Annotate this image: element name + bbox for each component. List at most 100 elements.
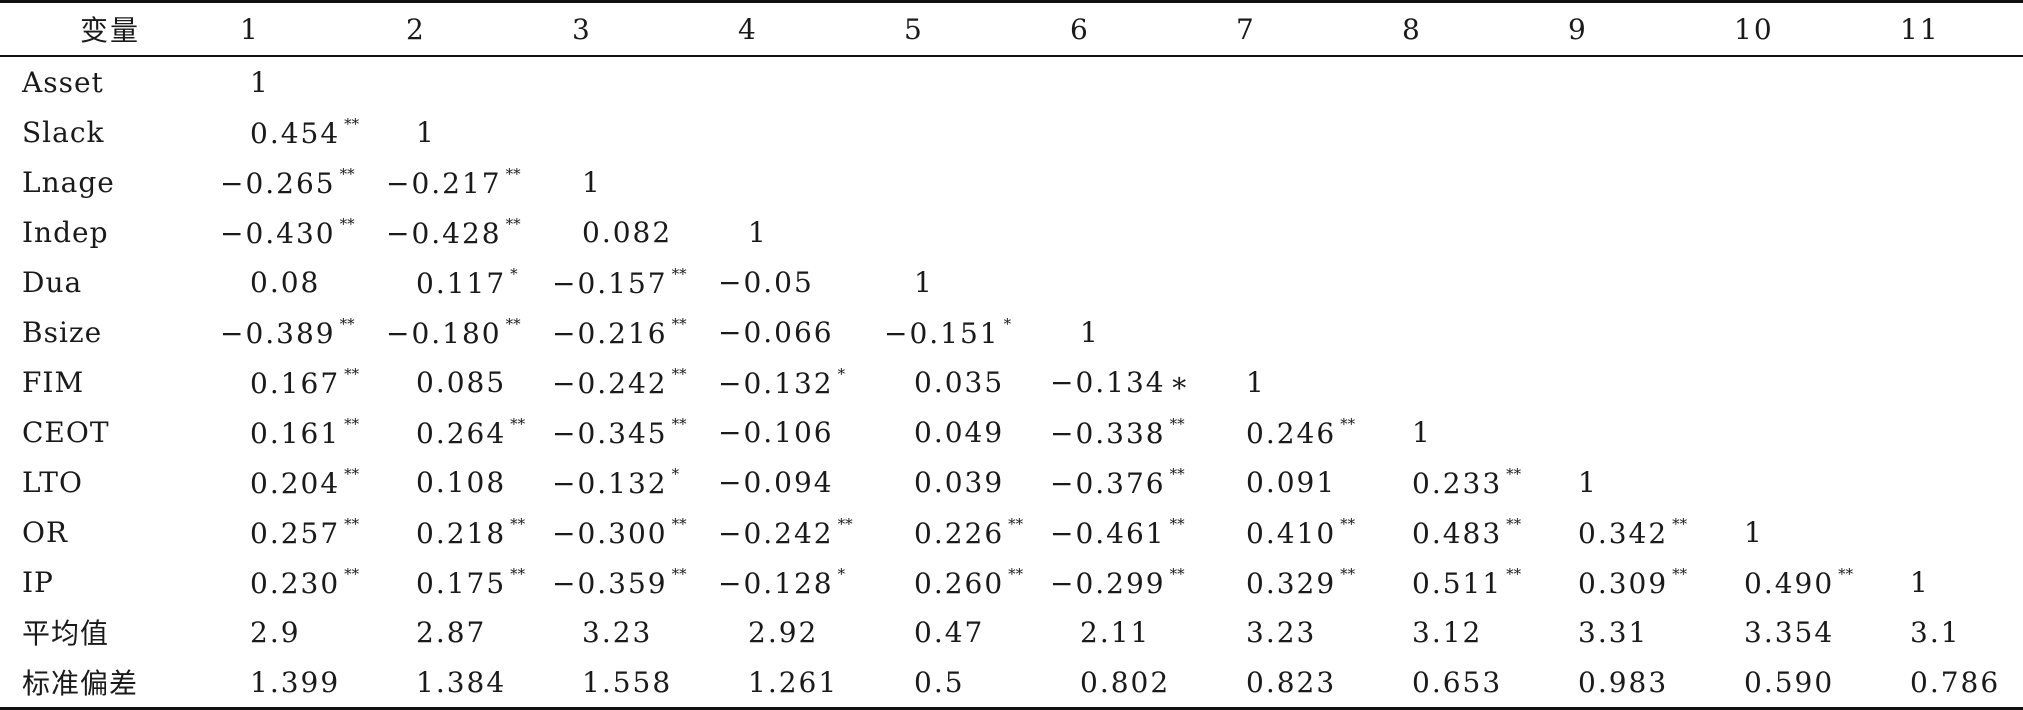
header-col-6: 6 [1070, 12, 1090, 46]
cell-value: 3.23 [1246, 615, 1317, 649]
header-col-8: 8 [1402, 12, 1422, 46]
table-cell: −0.242 ** [718, 507, 884, 557]
table-cell: 1 [1382, 407, 1548, 457]
significance-marker: ** [510, 414, 526, 433]
table-cell [1548, 357, 1714, 407]
table-cell [718, 157, 884, 207]
cell-value: 0.204 [250, 466, 341, 500]
table-cell: −0.338 ** [1050, 407, 1216, 457]
table-cell: 0.085 [386, 357, 552, 407]
cell-value: 0.246 [1246, 416, 1337, 450]
cell-value: −0.338 [1050, 416, 1166, 450]
table-cell: −0.106 [718, 407, 884, 457]
table-cell: −0.134 ∗ [1050, 357, 1216, 407]
cell-value: −0.300 [552, 516, 668, 550]
cell-value: −0.180 [386, 316, 502, 350]
cell-value: 0.091 [1246, 465, 1337, 499]
table-row: Bsize −0.389 ** −0.180 ** −0.216 ** −0.066 −0.15… [0, 307, 2023, 357]
table-cell: 0.167 ** [220, 357, 386, 407]
cell-value: −0.134 [1050, 365, 1166, 399]
table-cell: −0.132 * [552, 457, 718, 507]
cell-value: 1.558 [582, 665, 673, 699]
table-cell: −0.299 ** [1050, 557, 1216, 607]
significance-marker: ** [1506, 564, 1522, 583]
cell-value: 0.653 [1412, 665, 1503, 699]
table-cell: 0.786 [1880, 657, 2023, 709]
table-cell: −0.376 ** [1050, 457, 1216, 507]
table-cell: 0.230 ** [220, 557, 386, 607]
table-cell: 0.983 [1548, 657, 1714, 709]
table-cell [1050, 56, 1216, 107]
cell-value: 1 [582, 165, 602, 199]
table-cell: −0.300 ** [552, 507, 718, 557]
significance-marker: ** [339, 214, 355, 233]
table-cell: −0.430 ** [220, 207, 386, 257]
table-cell: 2.11 [1050, 607, 1216, 657]
table-cell: 0.47 [884, 607, 1050, 657]
table-cell [1714, 257, 1880, 307]
table-cell [1548, 157, 1714, 207]
significance-marker: ** [1008, 564, 1024, 583]
header-col-4: 4 [738, 12, 758, 46]
table-cell: 1 [1548, 457, 1714, 507]
table-cell [1714, 207, 1880, 257]
table-cell: 0.483 ** [1382, 507, 1548, 557]
cell-value: −0.359 [552, 566, 668, 600]
table-body: Asset 1 Slack 0.454 ** 1 Lnage −0.265 ** −0.217 **… [0, 56, 2023, 709]
significance-marker: ** [1169, 414, 1185, 433]
table-cell [1050, 257, 1216, 307]
cell-value: −0.428 [386, 216, 502, 250]
table-cell: −0.180 ** [386, 307, 552, 357]
row-label: OR [22, 515, 69, 549]
table-cell: 3.31 [1548, 607, 1714, 657]
row-label: 平均值 [22, 617, 110, 650]
cell-value: −0.430 [220, 216, 336, 250]
table-cell: 0.082 [552, 207, 718, 257]
table-cell [1216, 157, 1382, 207]
table-cell [1880, 357, 2023, 407]
header-col-7: 7 [1236, 12, 1256, 46]
cell-value: −0.151 [884, 316, 1000, 350]
table-cell: 0.233 ** [1382, 457, 1548, 507]
cell-value: 0.454 [250, 116, 341, 150]
table-cell: 2.87 [386, 607, 552, 657]
cell-value: 0.035 [914, 365, 1005, 399]
table-cell: 0.039 [884, 457, 1050, 507]
table-cell [552, 56, 718, 107]
significance-marker: ** [1169, 564, 1185, 583]
cell-value: 0.175 [416, 566, 507, 600]
table-cell: 3.354 [1714, 607, 1880, 657]
table-cell [552, 107, 718, 157]
cell-value: −0.066 [718, 315, 834, 349]
table-cell [1382, 357, 1548, 407]
table-cell [1548, 307, 1714, 357]
cell-value: 0.983 [1578, 665, 1669, 699]
table-row: CEOT 0.161 ** 0.264 ** −0.345 ** −0.106 0.049 −0.… [0, 407, 2023, 457]
row-label: Asset [22, 65, 104, 99]
table-cell [1880, 407, 2023, 457]
cell-value: −0.106 [718, 415, 834, 449]
significance-marker: ** [1008, 514, 1024, 533]
significance-marker: ** [1838, 564, 1854, 583]
cell-value: 0.260 [914, 566, 1005, 600]
cell-value: −0.157 [552, 266, 668, 300]
table-cell: −0.359 ** [552, 557, 718, 607]
cell-value: −0.242 [718, 516, 834, 550]
table-cell: 1 [1880, 557, 2023, 607]
table-cell [1548, 207, 1714, 257]
cell-value: 1 [416, 115, 436, 149]
table-cell [1880, 257, 2023, 307]
table-cell [1714, 407, 1880, 457]
table-cell [386, 56, 552, 107]
table-cell [1548, 257, 1714, 307]
cell-value: 0.410 [1246, 516, 1337, 550]
table-cell [1382, 207, 1548, 257]
table-cell [1050, 157, 1216, 207]
table-cell: 0.490 ** [1714, 557, 1880, 607]
table-cell: 0.035 [884, 357, 1050, 407]
table-cell: 0.342 ** [1548, 507, 1714, 557]
cell-value: 0.167 [250, 366, 341, 400]
cell-value: 3.1 [1910, 615, 1961, 649]
cell-value: −0.217 [386, 166, 502, 200]
cell-value: −0.132 [552, 466, 668, 500]
